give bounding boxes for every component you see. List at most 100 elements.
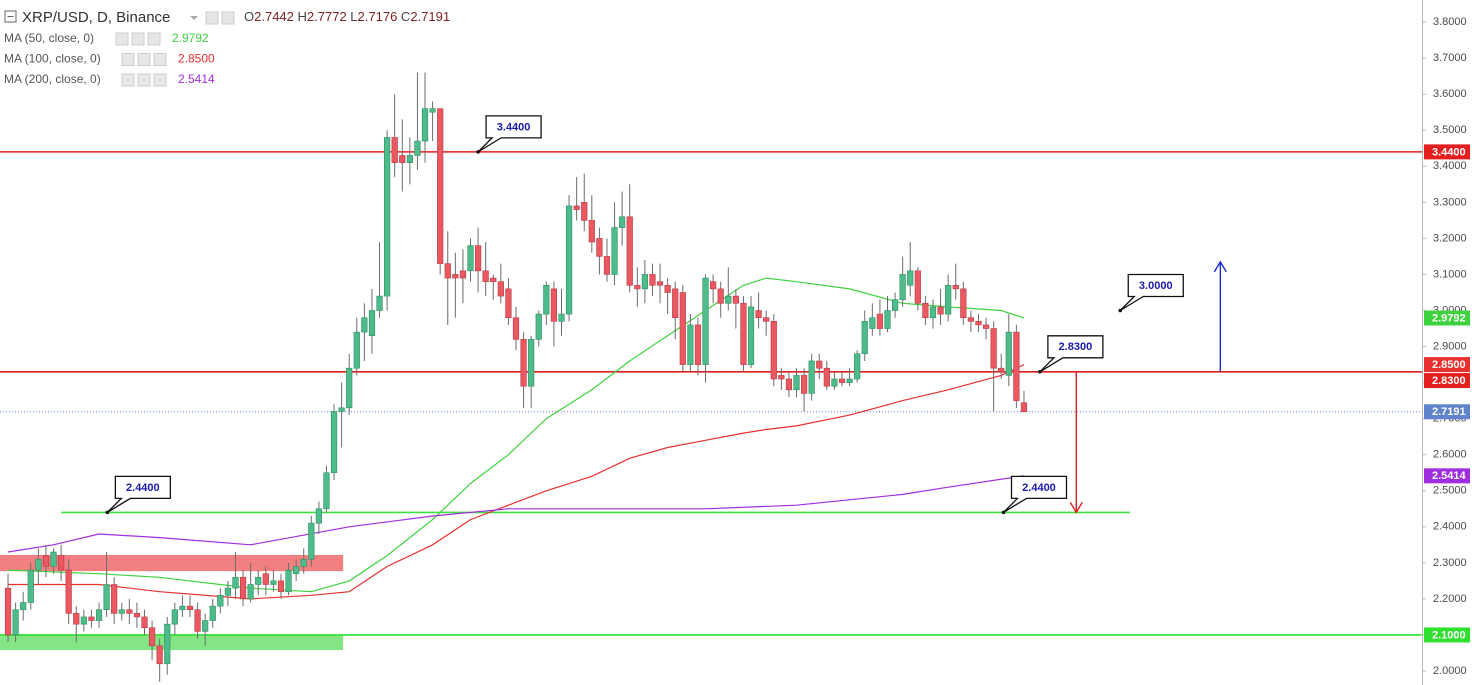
plot-area: 3.4400 3.0000 2.8300 2.4400 2.4400: [0, 72, 1422, 682]
moving-average-line: [7, 475, 1025, 553]
candle-body: [846, 378, 853, 383]
candle-body: [1020, 402, 1028, 413]
candle-body: [239, 576, 247, 600]
candle-body: [4, 587, 12, 636]
price-tag-label: 2.1000: [1432, 629, 1466, 641]
candle-body: [831, 378, 838, 387]
candle-body: [626, 216, 633, 286]
candle-body: [861, 321, 868, 355]
candle-body: [573, 205, 580, 210]
settings-icon[interactable]: [115, 32, 129, 46]
ohlc-value: 2.7772: [307, 9, 347, 24]
callout-box: [106, 475, 172, 513]
candle-body: [512, 317, 520, 340]
candle-body: [277, 580, 285, 593]
candle-body: [869, 317, 876, 329]
candle-body: [406, 155, 413, 163]
settings-icon[interactable]: [221, 11, 235, 25]
candle-body: [960, 288, 967, 319]
candle-body: [967, 317, 974, 322]
candle-body: [95, 609, 103, 621]
candle-body: [88, 616, 95, 621]
candle-body: [444, 263, 451, 279]
candle-body: [755, 310, 762, 319]
candle-body: [141, 616, 148, 629]
y-tick-label: 3.2000: [1433, 232, 1467, 244]
price-tag: [1424, 627, 1470, 643]
candle-body: [247, 584, 254, 600]
candle-body: [535, 313, 542, 340]
legend-entry: MA (100, close, 0): [4, 52, 101, 66]
candle-body: [649, 274, 656, 286]
settings-icon[interactable]: [121, 73, 135, 87]
callout-anchor: [476, 150, 480, 154]
settings-icon[interactable]: [121, 53, 135, 66]
candle-body: [414, 140, 421, 156]
settings-icon[interactable]: [137, 73, 151, 87]
y-tick-label: 3.6000: [1433, 88, 1467, 100]
candle-body: [679, 292, 686, 365]
candle-body: [209, 605, 216, 621]
settings-icon[interactable]: [137, 53, 151, 66]
candle-body: [793, 375, 800, 391]
candle-body: [285, 569, 292, 593]
settings-icon[interactable]: [205, 11, 219, 25]
settings-icon[interactable]: [131, 32, 145, 46]
candle-body: [785, 378, 793, 391]
dropdown-caret[interactable]: [190, 16, 198, 20]
candle-body: [421, 108, 429, 142]
candle-body: [838, 378, 846, 383]
candle-body: [111, 584, 118, 614]
candle-body: [710, 281, 717, 290]
candle-body: [543, 284, 550, 315]
candle-body: [323, 472, 330, 510]
ohlc-value: 2.7442: [254, 9, 294, 24]
ohlc-letter: H: [298, 9, 307, 24]
settings-icon[interactable]: [153, 73, 167, 87]
candle-body: [763, 317, 770, 322]
y-tick-label: 2.0000: [1433, 665, 1467, 677]
candle-body: [747, 306, 755, 365]
callout-label: 3.4400: [497, 121, 531, 133]
ohlc-values: O2.7442 H2.7772 L2.7176 C2.7191: [244, 9, 450, 24]
candle-body: [391, 137, 398, 163]
candle-body: [656, 281, 664, 286]
callout-box: [1039, 335, 1104, 373]
candle-body: [103, 584, 110, 611]
candle-body: [581, 202, 588, 221]
candle-body: [224, 587, 232, 596]
collapse-icon[interactable]: [4, 10, 17, 23]
candle-body: [528, 339, 535, 387]
candle-body: [891, 299, 899, 311]
ohlc-letter: C: [401, 9, 410, 24]
candle-body: [300, 558, 307, 567]
candle-body: [361, 317, 368, 333]
candle-body: [611, 227, 618, 275]
candle-body: [687, 324, 694, 365]
settings-icon[interactable]: [153, 53, 167, 66]
candle-body: [520, 339, 527, 387]
candle-body: [133, 613, 141, 618]
price-tag: [1424, 468, 1470, 484]
candle-body: [330, 411, 338, 474]
price-tag: [1424, 310, 1470, 326]
candle-body: [315, 508, 322, 524]
candle-body: [1005, 331, 1012, 376]
zone: [0, 554, 344, 572]
candle-body: [118, 609, 125, 614]
ohlc-value: 2.7191: [410, 9, 450, 24]
settings-icon[interactable]: [147, 32, 161, 46]
candle-body: [558, 313, 565, 322]
y-tick-label: 3.5000: [1433, 124, 1467, 136]
candle-body: [929, 306, 937, 319]
candle-body: [58, 555, 65, 571]
candle-body: [368, 310, 376, 337]
legend[interactable]: XRP/USD, D, Binance O2.7442 H2.7772 L2.7…: [4, 9, 450, 87]
candle-body: [338, 407, 345, 412]
candle-body: [588, 220, 595, 243]
price-tag-label: 2.9792: [1432, 312, 1466, 324]
callout-anchor: [1001, 510, 1006, 515]
